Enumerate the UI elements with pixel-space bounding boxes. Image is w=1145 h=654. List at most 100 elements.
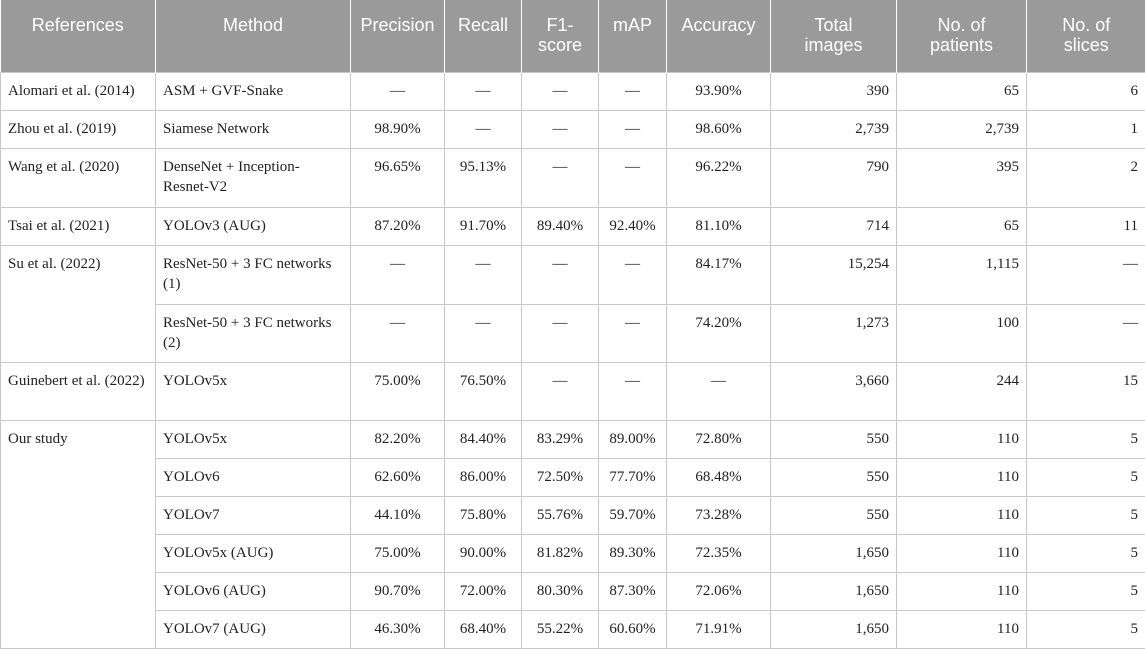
cell-total-images: 15,254 <box>770 244 897 305</box>
cell-precision: 75.00% <box>350 533 445 573</box>
table-row: YOLOv7 (AUG) 46.30% 68.40% 55.22% 60.60%… <box>1 609 1145 649</box>
cell-reference: Alomari et al. (2014) <box>0 71 156 111</box>
cell-reference: Su et al. (2022) <box>0 244 156 363</box>
cell-precision: 87.20% <box>350 206 445 246</box>
cell-patients: 2,739 <box>896 109 1027 149</box>
cell-accuracy: 72.80% <box>666 419 771 459</box>
cell-accuracy: 84.17% <box>666 244 771 305</box>
cell-slices: 5 <box>1026 495 1145 535</box>
cell-accuracy: 72.06% <box>666 571 771 611</box>
cell-f1: 83.29% <box>521 419 599 459</box>
cell-map: 59.70% <box>598 495 667 535</box>
cell-patients: 110 <box>896 419 1027 459</box>
cell-recall: 75.80% <box>444 495 522 535</box>
cell-precision: 82.20% <box>350 419 445 459</box>
header-f1-score: F1- score <box>521 0 599 72</box>
cell-recall: — <box>444 71 522 111</box>
header-row: References Method Precision Recall F1- s… <box>0 0 1145 72</box>
cell-patients: 65 <box>896 71 1027 111</box>
header-method: Method <box>155 0 351 72</box>
cell-precision: 90.70% <box>350 571 445 611</box>
cell-total-images: 3,660 <box>770 361 897 421</box>
cell-map: — <box>598 109 667 149</box>
cell-map: 89.30% <box>598 533 667 573</box>
cell-accuracy: 72.35% <box>666 533 771 573</box>
cell-accuracy: — <box>666 361 771 421</box>
cell-method: YOLOv3 (AUG) <box>155 206 351 246</box>
cell-patients: 110 <box>896 457 1027 497</box>
cell-method: DenseNet + Inception-Resnet-V2 <box>155 147 351 208</box>
table-row: Su et al. (2022) ResNet-50 + 3 FC networ… <box>0 244 1145 363</box>
cell-reference: Wang et al. (2020) <box>0 147 156 208</box>
cell-accuracy: 74.20% <box>666 303 771 363</box>
cell-total-images: 550 <box>770 495 897 535</box>
cell-map: 77.70% <box>598 457 667 497</box>
cell-slices: — <box>1026 303 1145 363</box>
cell-map: — <box>598 71 667 111</box>
cell-accuracy: 98.60% <box>666 109 771 149</box>
cell-slices: 1 <box>1026 109 1145 149</box>
cell-f1: 80.30% <box>521 571 599 611</box>
cell-f1: — <box>521 361 599 421</box>
cell-recall: 91.70% <box>444 206 522 246</box>
cell-patients: 1,115 <box>896 244 1027 305</box>
cell-method: Siamese Network <box>155 109 351 149</box>
cell-patients: 110 <box>896 495 1027 535</box>
cell-slices: 5 <box>1026 609 1145 649</box>
cell-map: — <box>598 361 667 421</box>
cell-patients: 100 <box>896 303 1027 363</box>
cell-patients: 395 <box>896 147 1027 208</box>
cell-recall: 68.40% <box>444 609 522 649</box>
table-row: ResNet-50 + 3 FC networks (2) — — — — 74… <box>1 303 1145 363</box>
cell-recall: — <box>444 244 522 305</box>
cell-patients: 110 <box>896 533 1027 573</box>
cell-total-images: 714 <box>770 206 897 246</box>
cell-map: — <box>598 244 667 305</box>
cell-slices: 15 <box>1026 361 1145 421</box>
cell-patients: 110 <box>896 609 1027 649</box>
table-row: Guinebert et al. (2022) YOLOv5x 75.00% 7… <box>0 361 1145 421</box>
header-total-images: Total images <box>770 0 897 72</box>
cell-total-images: 550 <box>770 419 897 459</box>
header-slices: No. of slices <box>1026 0 1145 72</box>
cell-slices: 5 <box>1026 533 1145 573</box>
cell-method: YOLOv6 (AUG) <box>155 571 351 611</box>
cell-reference: Our study <box>0 419 156 649</box>
cell-precision: 62.60% <box>350 457 445 497</box>
cell-precision: — <box>350 303 445 363</box>
cell-f1: — <box>521 303 599 363</box>
cell-recall: — <box>444 303 522 363</box>
cell-accuracy: 68.48% <box>666 457 771 497</box>
table-row: Our study YOLOv5x 82.20% 84.40% 83.29% 8… <box>0 419 1145 649</box>
cell-map: — <box>598 303 667 363</box>
cell-total-images: 1,650 <box>770 571 897 611</box>
cell-f1: 81.82% <box>521 533 599 573</box>
header-references: References <box>0 0 156 72</box>
cell-f1: — <box>521 109 599 149</box>
table-row: YOLOv5x (AUG) 75.00% 90.00% 81.82% 89.30… <box>1 533 1145 573</box>
cell-slices: 6 <box>1026 71 1145 111</box>
cell-method: YOLOv5x <box>155 419 351 459</box>
cell-accuracy: 96.22% <box>666 147 771 208</box>
cell-reference: Zhou et al. (2019) <box>0 109 156 149</box>
cell-reference: Tsai et al. (2021) <box>0 206 156 246</box>
table-row: YOLOv6 62.60% 86.00% 72.50% 77.70% 68.48… <box>1 457 1145 497</box>
cell-method: YOLOv5x (AUG) <box>155 533 351 573</box>
cell-map: 60.60% <box>598 609 667 649</box>
cell-method: YOLOv7 (AUG) <box>155 609 351 649</box>
cell-map: 87.30% <box>598 571 667 611</box>
cell-recall: 86.00% <box>444 457 522 497</box>
cell-precision: 98.90% <box>350 109 445 149</box>
header-precision: Precision <box>350 0 445 72</box>
cell-method: ResNet-50 + 3 FC networks (2) <box>155 303 351 363</box>
cell-accuracy: 81.10% <box>666 206 771 246</box>
cell-recall: 84.40% <box>444 419 522 459</box>
cell-f1: 72.50% <box>521 457 599 497</box>
table-row: YOLOv7 44.10% 75.80% 55.76% 59.70% 73.28… <box>1 495 1145 535</box>
cell-patients: 65 <box>896 206 1027 246</box>
cell-map: 92.40% <box>598 206 667 246</box>
cell-slices: 11 <box>1026 206 1145 246</box>
cell-slices: 5 <box>1026 571 1145 611</box>
cell-slices: 5 <box>1026 419 1145 459</box>
table-row: Alomari et al. (2014) ASM + GVF-Snake — … <box>0 71 1145 111</box>
